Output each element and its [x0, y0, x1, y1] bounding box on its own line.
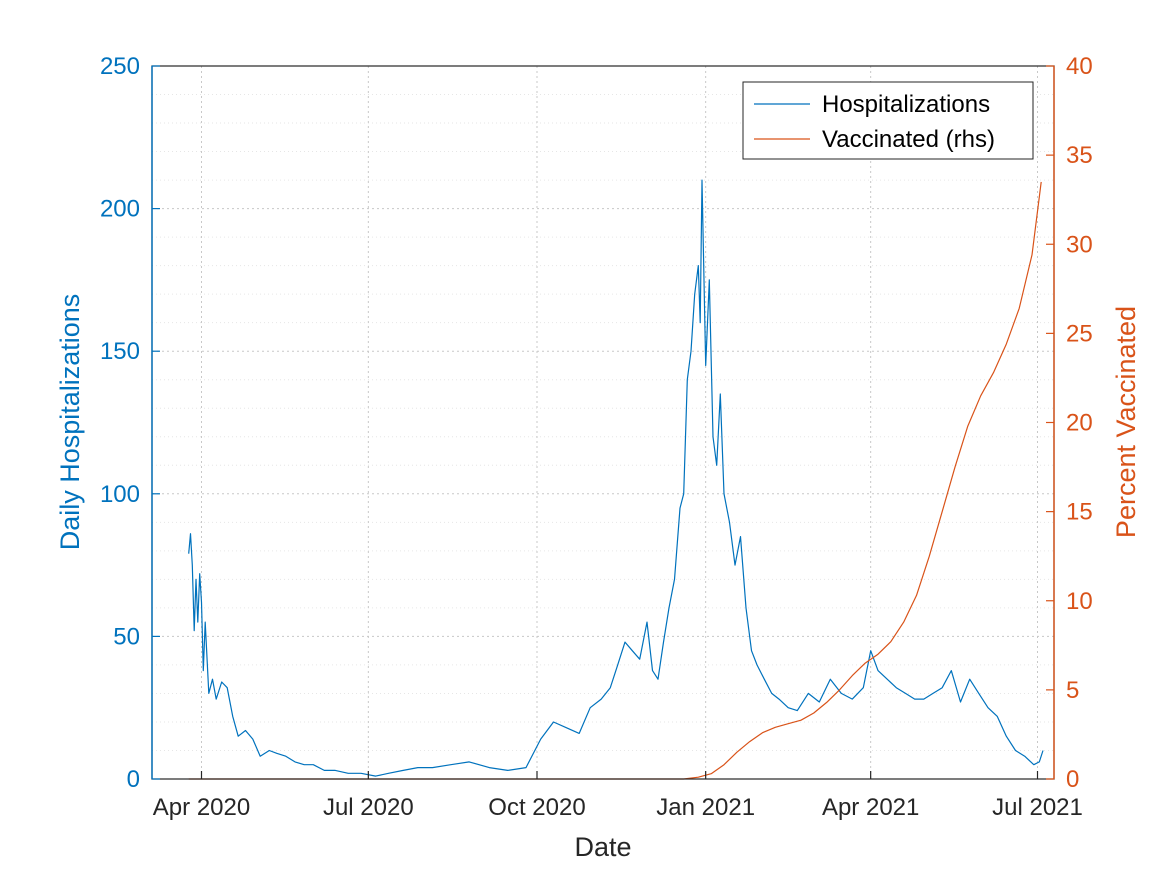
- x-tick-label: Apr 2021: [822, 794, 919, 821]
- hospitalizations-series-line: [188, 179, 1044, 777]
- right-tick-label: 40: [1066, 53, 1093, 80]
- left-axis-label: Daily Hospitalizations: [55, 294, 85, 551]
- x-tick-label: Jan 2021: [656, 794, 755, 821]
- x-axis-label: Date: [574, 832, 631, 862]
- left-tick-label: 0: [127, 766, 140, 793]
- legend-vaccinated-label: Vaccinated (rhs): [822, 126, 995, 153]
- plot-lines: [188, 179, 1044, 780]
- x-tick-label: Apr 2020: [153, 794, 250, 821]
- right-tick-label: 5: [1066, 677, 1079, 704]
- right-tick-label: 20: [1066, 410, 1093, 437]
- right-tick-label: 30: [1066, 231, 1093, 258]
- x-tick-label: Oct 2020: [488, 794, 585, 821]
- major-grid: [152, 66, 1054, 779]
- legend-box: [742, 81, 1034, 160]
- left-tick-label: 50: [113, 623, 140, 650]
- right-tick-label: 15: [1066, 499, 1093, 526]
- left-tick-label: 200: [100, 196, 140, 223]
- left-tick-label: 100: [100, 481, 140, 508]
- right-tick-label: 0: [1066, 766, 1079, 793]
- legend: Hospitalizations Vaccinated (rhs): [742, 81, 1034, 160]
- left-tick-label: 150: [100, 338, 140, 365]
- right-tick-label: 25: [1066, 320, 1093, 347]
- x-axis-ticks: Apr 2020 Jul 2020 Oct 2020 Jan 2021 Apr 2021…: [153, 771, 1083, 821]
- legend-hospitalizations-label: Hospitalizations: [822, 91, 990, 118]
- left-tick-label: 250: [100, 53, 140, 80]
- left-axis-ticks: 0 50 100 150 200 250: [100, 53, 160, 793]
- vaccinated-series-line: [188, 181, 1042, 780]
- right-tick-label: 35: [1066, 142, 1093, 169]
- x-tick-label: Jul 2021: [992, 794, 1083, 821]
- x-tick-label: Jul 2020: [323, 794, 414, 821]
- right-tick-label: 10: [1066, 588, 1093, 615]
- right-axis-ticks: 0 5 10 15 20 25 30 35 40: [1046, 53, 1093, 793]
- right-axis-label: Percent Vaccinated: [1111, 306, 1141, 538]
